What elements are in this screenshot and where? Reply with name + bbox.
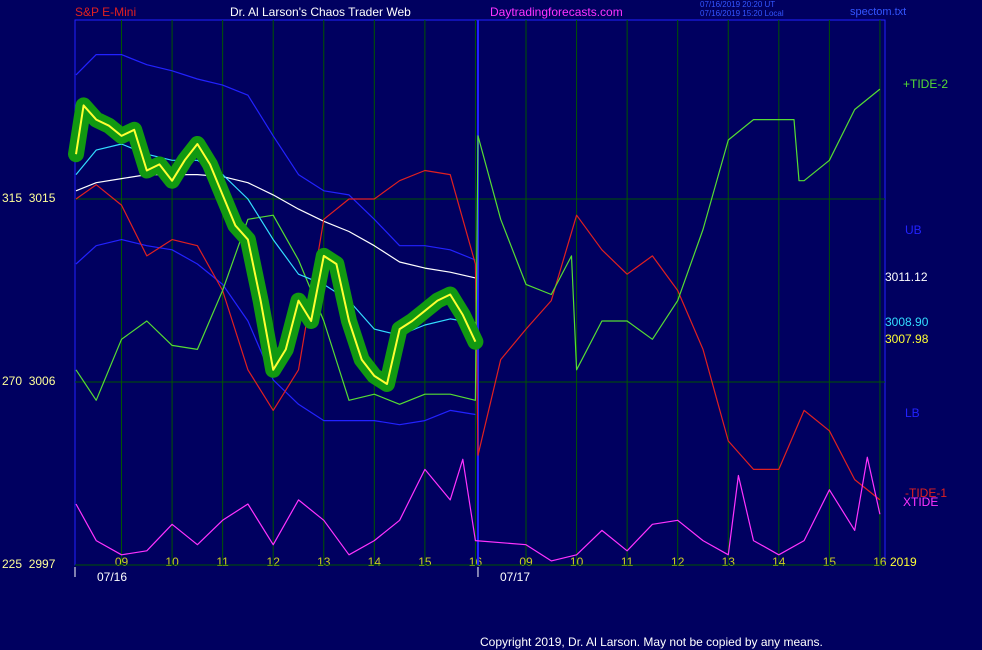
y-tick-label: 315 3015 (2, 191, 56, 205)
legend-label: -TIDE-1 (905, 486, 947, 500)
series-line (75, 174, 476, 279)
x-tick-label: 12 (671, 555, 685, 569)
legend-label: XTIDE (903, 495, 938, 509)
series-line (75, 104, 477, 385)
x-tick-label: 15 (823, 555, 837, 569)
x-tick-label: 13 (722, 555, 736, 569)
end-value-label: 3007.98 (885, 332, 929, 346)
series-line (75, 239, 476, 426)
x-tick-label: 10 (165, 555, 179, 569)
y-tick-label: 270 3006 (2, 374, 56, 388)
website: Daytradingforecasts.com (490, 5, 623, 19)
x-tick-label: 10 (570, 555, 584, 569)
series-line (75, 169, 881, 501)
header-left: S&P E-Mini (75, 5, 136, 19)
legend-label: UB (905, 223, 922, 237)
date-label: 07/16 (97, 570, 127, 584)
x-tick-label: 15 (418, 555, 432, 569)
y-tick-label: 225 2997 (2, 557, 56, 571)
x-tick-label: 11 (621, 555, 634, 569)
series-line (75, 54, 476, 261)
legend-label: +TIDE-2 (903, 77, 948, 91)
legend-label: LB (905, 406, 920, 420)
series-line (75, 88, 881, 405)
timestamp: 07/16/2019 15:20 Local (700, 9, 784, 18)
copyright: Copyright 2019, Dr. Al Larson. May not b… (480, 635, 823, 649)
x-tick-label: 12 (267, 555, 281, 569)
x-tick-label: 14 (368, 555, 382, 569)
file-name: spectom.txt (850, 6, 906, 18)
x-tick-label: 16 (469, 555, 483, 569)
x-tick-label: 09 (519, 555, 533, 569)
end-value-label: 3008.90 (885, 315, 929, 329)
chart-title: Dr. Al Larson's Chaos Trader Web (230, 5, 411, 19)
year-label: 2019 (890, 555, 917, 569)
series-line (75, 456, 881, 562)
end-value-label: 3011.12 (885, 270, 928, 284)
timestamp: 07/16/2019 20:20 UT (700, 0, 775, 9)
x-tick-label: 11 (216, 555, 229, 569)
date-label: 07/17 (500, 570, 530, 584)
x-tick-label: 09 (115, 555, 129, 569)
x-tick-label: 16 (873, 555, 887, 569)
x-tick-label: 14 (772, 555, 786, 569)
x-tick-label: 13 (317, 555, 331, 569)
